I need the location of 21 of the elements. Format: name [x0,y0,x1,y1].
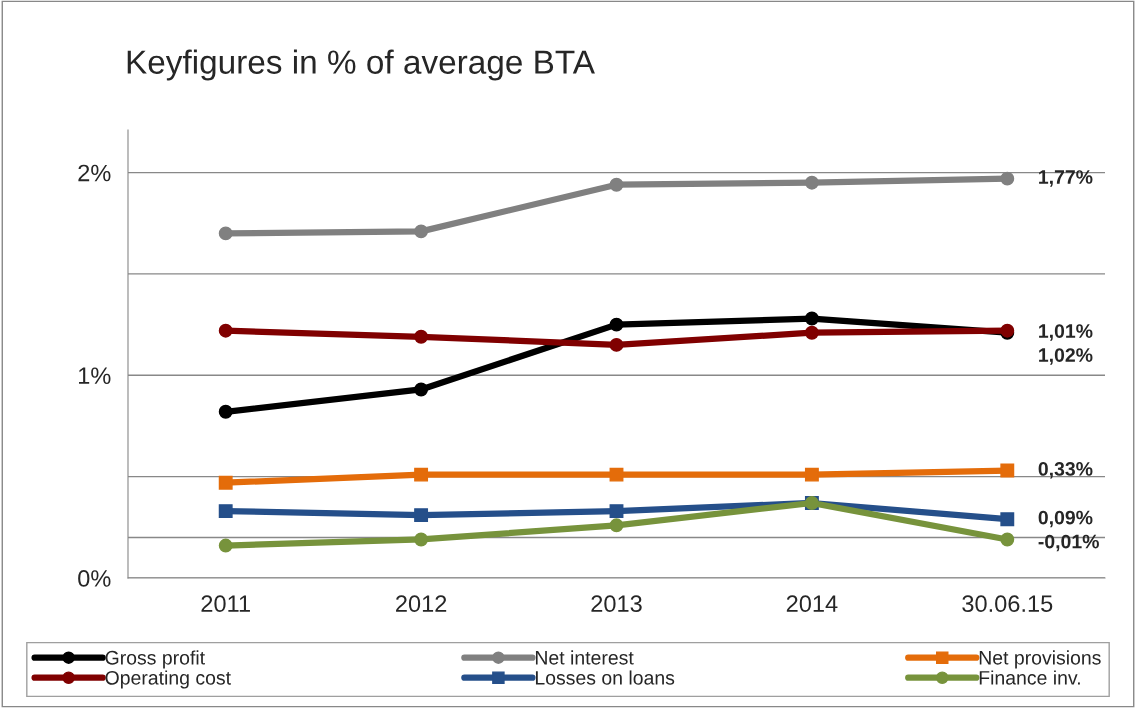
legend-label: Finance inv. [979,670,1080,685]
legend-label: Net interest [535,650,634,665]
y-tick-label: 1% [79,367,111,384]
y-tick-label: 2% [78,164,111,182]
annotation: -0,01% [1038,534,1099,552]
y-tick-label: 0% [78,570,111,587]
chart-title: Keyfigures in % of average BTA [127,49,595,81]
x-tick-label: 30.06.15 [962,595,1053,613]
annotation: 1,77% [1039,170,1093,187]
legend-label: Losses on loans [535,670,675,685]
annotation: 0,09% [1038,510,1093,528]
annotation: 0,33% [1038,462,1093,479]
x-tick-label: 2014 [786,595,838,613]
legend-label: Operating cost [105,670,231,689]
legend-label: Net provisions [979,650,1101,669]
x-tick-label: 2012 [396,595,447,613]
x-tick-label: 2011 [201,595,250,613]
annotation: 1,01% [1039,324,1093,341]
x-tick-label: 2013 [591,595,642,613]
annotation: 1,02% [1039,348,1093,365]
legend-label: Gross profit [105,650,205,669]
